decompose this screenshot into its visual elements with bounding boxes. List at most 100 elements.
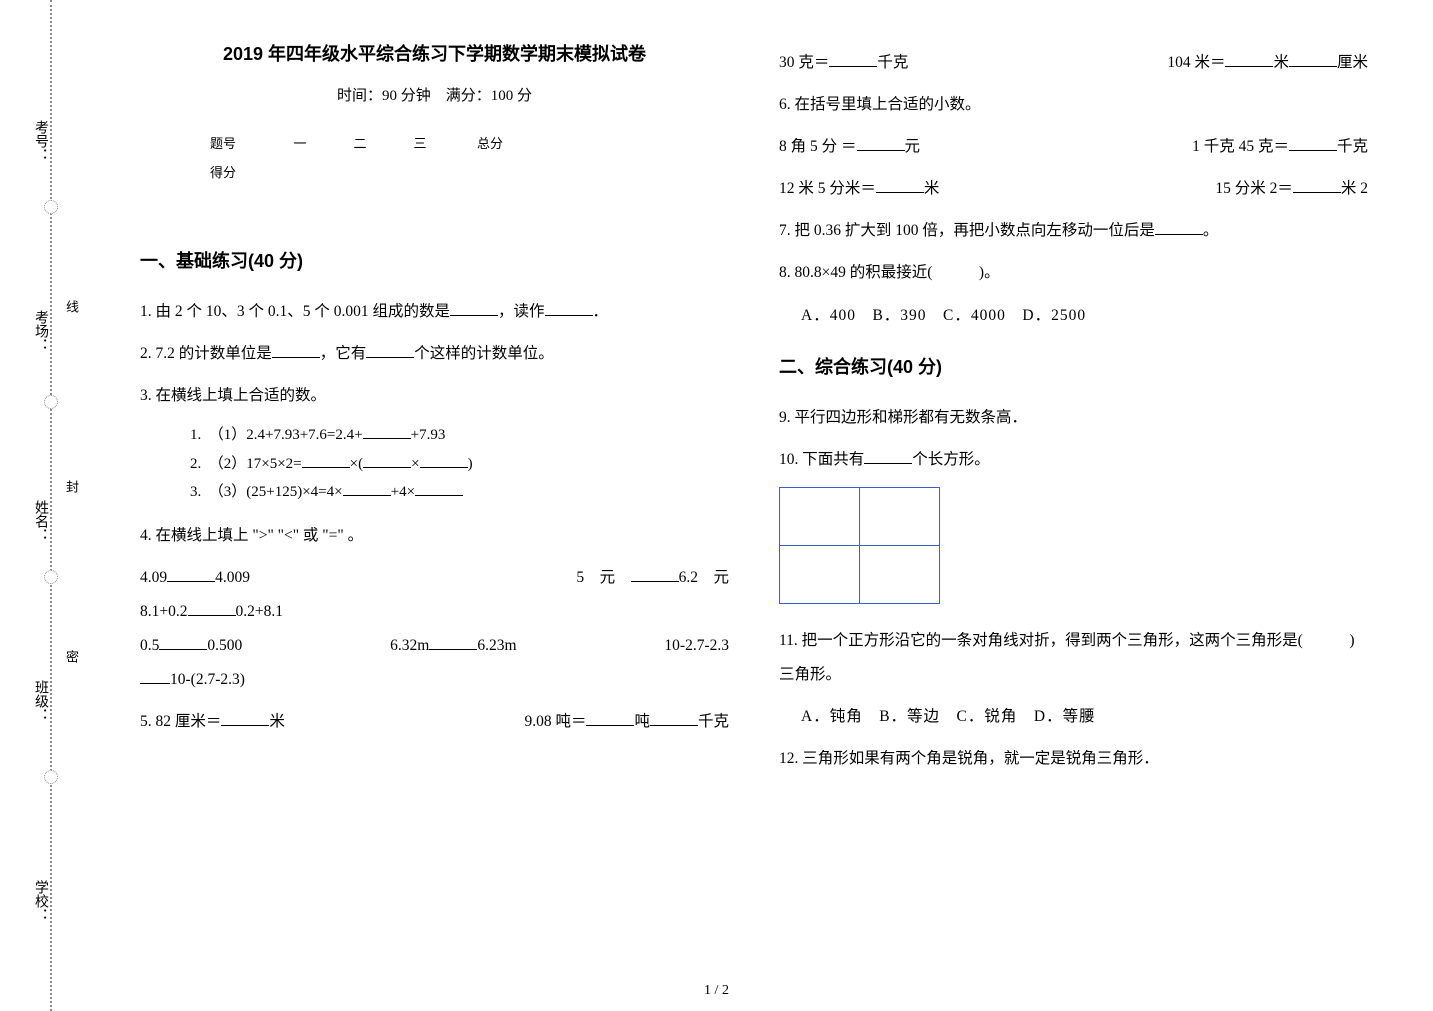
left-column: 2019 年四年级水平综合练习下学期数学期末模拟试卷 时间：90 分钟 满分：1… xyxy=(130,40,754,991)
q6-stem: 6. 在括号里填上合适的小数。 xyxy=(779,88,1368,122)
page-content: 2019 年四年级水平综合练习下学期数学期末模拟试卷 时间：90 分钟 满分：1… xyxy=(100,0,1433,1011)
blank xyxy=(1289,136,1337,152)
rectangle-grid xyxy=(779,487,940,604)
q3-stem: 3. 在横线上填上合适的数。 xyxy=(140,379,729,413)
q6-a2: 元 xyxy=(905,138,921,155)
gutter-dotted-line xyxy=(50,0,52,1011)
q11-choices: A．钝角 B．等边 C．锐角 D．等腰 xyxy=(779,700,1368,734)
q10: 10. 下面共有 个长方形。 xyxy=(779,443,1368,477)
blank xyxy=(415,481,463,496)
blank xyxy=(864,448,912,464)
q1-pre: 1. 由 2 个 10、3 个 0.1、5 个 0.001 组成的数是 xyxy=(140,303,450,320)
blank xyxy=(363,424,411,439)
blank xyxy=(140,669,170,685)
binding-gutter: 考号： 考场： 姓名： 班级： 学校： 密 封 线 xyxy=(0,0,100,1011)
q6-row1: 8 角 5 分 ＝元 1 千克 45 克＝千克 xyxy=(779,130,1368,164)
score-header-label: 题号 xyxy=(210,130,270,159)
q5-row2: 30 克＝千克 104 米＝米厘米 xyxy=(779,46,1368,80)
q5-row1: 5. 82 厘米＝米 9.08 吨＝吨千克 xyxy=(140,705,729,739)
q3-s2-n: 2. xyxy=(190,456,201,472)
gutter-label-school: 学校： xyxy=(30,880,50,922)
q4-r2b: 0.2+8.1 xyxy=(236,603,284,620)
q3-s1-a: （1）2.4+7.93+7.6=2.4+ xyxy=(216,427,362,443)
blank xyxy=(829,52,877,68)
q2-pre: 2. 7.2 的计数单位是 xyxy=(140,345,272,362)
q3-s2-d: ) xyxy=(468,456,473,472)
score-table: 题号 一 二 三 总分 得分 xyxy=(210,130,729,187)
q8-stem: 8. 80.8×49 的积最接近( )。 xyxy=(779,256,1368,290)
q9: 9. 平行四边形和梯形都有无数条高． xyxy=(779,401,1368,435)
q1-mid: ，读作 xyxy=(498,303,545,320)
q4-r2a: 8.1+0.2 xyxy=(140,603,188,620)
blank xyxy=(272,343,320,359)
q10-pre: 10. 下面共有 xyxy=(779,451,864,468)
q5-a2: 米 xyxy=(269,713,285,730)
gutter-circle xyxy=(44,570,58,584)
q3-sub: 1. （1）2.4+7.93+7.6=2.4++7.93 2. （2）17×5×… xyxy=(140,421,729,507)
blank xyxy=(221,711,269,727)
q4-r3a: 0.5 xyxy=(140,637,159,654)
section-1-heading: 一、基础练习(40 分) xyxy=(140,247,729,273)
q4-r3d: 6.23m xyxy=(477,637,516,654)
q1: 1. 由 2 个 10、3 个 0.1、5 个 0.001 组成的数是，读作． xyxy=(140,295,729,329)
q4-r3b: 0.500 xyxy=(207,637,242,654)
q6-c1: 12 米 5 分米＝ xyxy=(779,180,876,197)
blank xyxy=(450,301,498,317)
q5-c2: 千克 xyxy=(877,54,908,71)
q3-s3-b: +4× xyxy=(391,484,415,500)
q3-s1-b: +7.93 xyxy=(411,427,446,443)
q5-a1: 5. 82 厘米＝ xyxy=(140,713,221,730)
blank xyxy=(188,601,236,617)
blank xyxy=(1155,220,1203,236)
q3-s2-c: × xyxy=(411,456,419,472)
q5-d1: 104 米＝ xyxy=(1167,54,1225,71)
blank xyxy=(545,301,593,317)
q6-b2: 千克 xyxy=(1337,138,1368,155)
gutter-seal-mi: 密 xyxy=(62,650,81,673)
q6-c2: 米 xyxy=(924,180,940,197)
exam-title: 2019 年四年级水平综合练习下学期数学期末模拟试卷 xyxy=(140,40,729,66)
q5-d3: 厘米 xyxy=(1337,54,1368,71)
q3-s1-n: 1. xyxy=(190,427,201,443)
blank xyxy=(429,635,477,651)
q4-r1a: 4.09 xyxy=(140,569,167,586)
blank xyxy=(876,178,924,194)
gutter-label-name: 姓名： xyxy=(30,500,50,542)
q3-s2-b: ×( xyxy=(350,456,363,472)
q7-pre: 7. 把 0.36 扩大到 100 倍，再把小数点向左移动一位后是 xyxy=(779,222,1155,239)
q4-r3e: 10-2.7-2.3 xyxy=(664,637,729,654)
gutter-label-class: 班级： xyxy=(30,680,50,722)
gutter-circle xyxy=(44,770,58,784)
blank xyxy=(650,711,698,727)
page-number: 1 / 2 xyxy=(704,983,729,999)
gutter-circle xyxy=(44,395,58,409)
rectangle-figure xyxy=(779,487,1368,604)
q10-post: 个长方形。 xyxy=(912,451,990,468)
gutter-label-room: 考场： xyxy=(30,310,50,352)
q5-b3: 千克 xyxy=(698,713,729,730)
score-score-label: 得分 xyxy=(210,159,270,188)
blank xyxy=(343,481,391,496)
q5-d2: 米 xyxy=(1273,54,1289,71)
q4-r3f: 10-(2.7-2.3) xyxy=(170,671,245,688)
q4-r1d: 6.2 元 xyxy=(679,569,729,586)
blank xyxy=(631,567,679,583)
score-col-2: 二 xyxy=(330,130,390,159)
blank xyxy=(167,567,215,583)
q3-s3-n: 3. xyxy=(190,484,201,500)
blank xyxy=(420,453,468,468)
q7: 7. 把 0.36 扩大到 100 倍，再把小数点向左移动一位后是。 xyxy=(779,214,1368,248)
q2-post: 个这样的计数单位。 xyxy=(414,345,554,362)
q4-rows: 4.094.009 5 元 6.2 元 8.1+0.20.2+8.1 0.50.… xyxy=(140,561,729,697)
q6-row2: 12 米 5 分米＝ 米 15 分米 2＝ 米 2 xyxy=(779,172,1368,206)
blank xyxy=(1293,178,1341,194)
q6-d2: 米 2 xyxy=(1341,180,1368,197)
q4-r3c: 6.32m xyxy=(390,637,429,654)
blank xyxy=(159,635,207,651)
gutter-labels: 考号： 考场： 姓名： 班级： 学校： xyxy=(30,0,50,1011)
blank xyxy=(857,136,905,152)
score-col-3: 三 xyxy=(390,130,450,159)
gutter-circle xyxy=(44,200,58,214)
q6-d1: 15 分米 2＝ xyxy=(1215,180,1293,197)
q4-stem: 4. 在横线上填上 ">" "<" 或 "=" 。 xyxy=(140,519,729,553)
